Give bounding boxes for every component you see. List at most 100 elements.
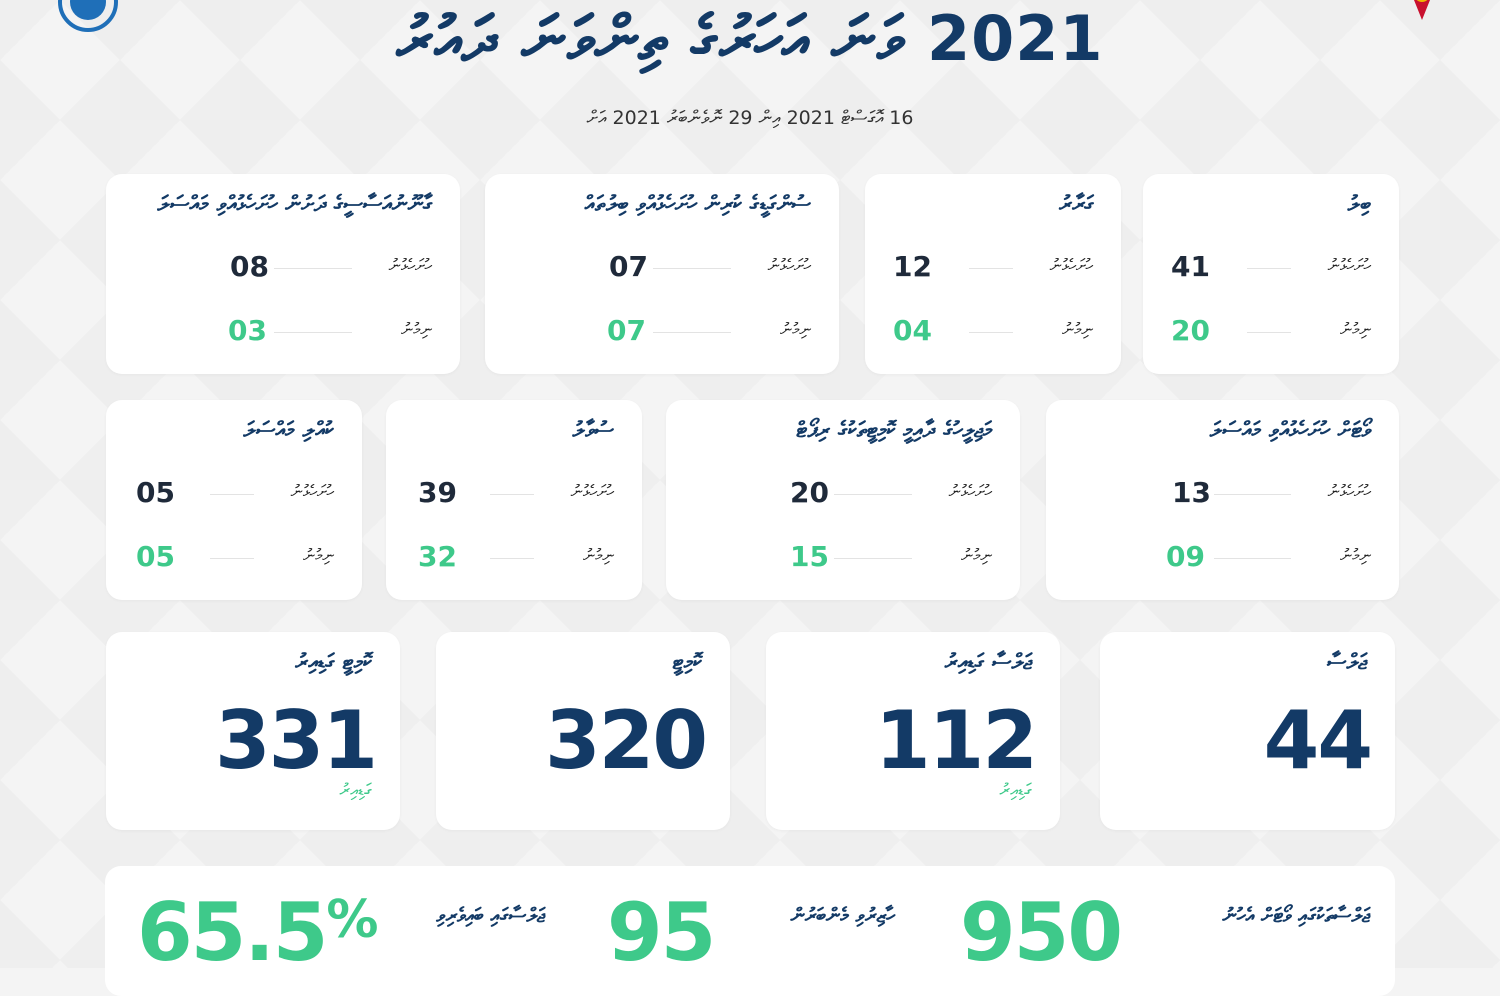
submitted-label: ހުށަހެޅުނު [1327, 256, 1371, 276]
completed-label: ނިމުނު [779, 320, 811, 340]
completed-label: ނިމުނު [302, 546, 334, 566]
row-divider [1214, 494, 1291, 495]
completed-label: ނިމުނު [1061, 320, 1093, 340]
card-title: ކޮމިޓީ ގަޑިއިރު [295, 650, 372, 675]
completed-row: ނިމުނު 07 [513, 314, 811, 350]
completed-label: ނިމުނު [960, 546, 992, 566]
completed-count: 15 [790, 540, 829, 573]
card-title: ކުއްލި މައްސަލަ [243, 418, 334, 443]
submitted-label: ހުށަހެޅުނު [570, 482, 614, 502]
percent-sign: % [326, 890, 378, 950]
card-title: ގާނޫނުއަސާސީގެ ދަށުން ހުށަހެޅުއްވި މައްސ… [157, 192, 432, 217]
urgent-matters-card: ކުއްލި މައްސަލަ ހުށަހެޅުނު 05 ނިމުނު 05 [106, 400, 362, 600]
card-title: ކޮމިޓީ [672, 650, 702, 675]
submitted-count: 08 [230, 250, 269, 283]
completed-row: ނިމުނު 05 [134, 540, 334, 576]
row-divider [834, 494, 912, 495]
completed-count: 20 [1171, 314, 1210, 347]
parliament-emblem-icon [58, 0, 118, 32]
row-divider [969, 268, 1013, 269]
submitted-label: ހުށަހެޅުނު [388, 256, 432, 276]
submitted-count: 05 [136, 476, 175, 509]
submitted-label: ހުށަހެޅުނު [1327, 482, 1371, 502]
resolutions-card: ގަރާރު ހުށަހެޅުނު 12 ނިމުނު 04 [865, 174, 1121, 374]
hours-unit: ގަޑިއިރު [999, 780, 1032, 801]
submitted-count: 20 [790, 476, 829, 509]
sittings-card: ޖަލްސާ 44 [1100, 632, 1395, 830]
submitted-row: ހުށަހެޅުނު 05 [134, 476, 334, 512]
date-range: 16 އޮގަސްޓް 2021 އިން 29 ނޮވެންބަރު 2021… [586, 107, 914, 129]
committee-reports-card: މަޖިލީހުގެ ދާއިމީ ކޮމިޓީތަކުގެ ރިޕޯޓް ހު… [666, 400, 1020, 600]
sitting-hours-card: ޖަލްސާ ގަޑިއިރު 112 ގަޑިއިރު [766, 632, 1060, 830]
submitted-label: ހުށަހެޅުނު [948, 482, 992, 502]
submitted-row: ހުށަހެޅުނު 07 [513, 250, 811, 286]
submitted-count: 12 [893, 250, 932, 283]
card-title: ސުންގަޑީގެ ކުރިން ހުށަހެޅުއްވި ބިލުތައް [584, 192, 811, 217]
pre-session-bills-card: ސުންގަޑީގެ ކުރިން ހުށަހެޅުއްވި ބިލުތައް … [485, 174, 839, 374]
submitted-label: ހުށަހެޅުނު [1049, 256, 1093, 276]
row-divider [1214, 558, 1291, 559]
committee-hours-card: ކޮމިޓީ ގަޑިއިރު 331 ގަޑިއިރު [106, 632, 400, 830]
card-title: ބިލު [1347, 192, 1371, 217]
stat-label: ޖަލްސާގައި ބައިވެރިވި [436, 903, 545, 927]
stat-value: 95 [607, 886, 716, 979]
submitted-count: 41 [1171, 250, 1210, 283]
submitted-row: ހުށަހެޅުނު 39 [414, 476, 614, 512]
submitted-row: ހުށަހެޅުނު 20 [694, 476, 992, 512]
row-divider [274, 268, 352, 269]
row-divider [653, 268, 731, 269]
completed-count: 32 [418, 540, 457, 573]
row-divider [1247, 268, 1291, 269]
committees-count: 320 [545, 694, 708, 787]
completed-count: 05 [136, 540, 175, 573]
submitted-row: ހުށަހެޅުނު 08 [134, 250, 432, 286]
completed-label: ނިމުނު [1339, 546, 1371, 566]
submitted-count: 07 [609, 250, 648, 283]
committees-card: ކޮމިޓީ 320 [436, 632, 730, 830]
stat-value: 65.5 [137, 886, 328, 979]
stat-label: ހާޒިރުވި މެންބަރުން [790, 903, 895, 927]
row-divider [210, 558, 254, 559]
completed-label: ނިމުނު [400, 320, 432, 340]
completed-count: 04 [893, 314, 932, 347]
completed-row: ނިމުނު 04 [893, 314, 1093, 350]
submitted-label: ހުށަހެޅުނު [767, 256, 811, 276]
row-divider [274, 332, 352, 333]
constitutional-matters-card: ގާނޫނުއަސާސީގެ ދަށުން ހުށަހެޅުއްވި މައްސ… [106, 174, 460, 374]
completed-row: ނިމުނު 32 [414, 540, 614, 576]
submitted-row: ހުށަހެޅުނު 13 [1074, 476, 1371, 512]
completed-count: 09 [1166, 540, 1205, 573]
completed-row: ނިމުނު 03 [134, 314, 432, 350]
bills-card: ބިލު ހުށަހެޅުނު 41 ނިމުނު 20 [1143, 174, 1399, 374]
row-divider [210, 494, 254, 495]
completed-count: 07 [607, 314, 646, 347]
members-count: 95 [607, 886, 716, 979]
row-divider [490, 494, 534, 495]
row-divider [653, 332, 731, 333]
hours-unit: ގަޑިއިރު [339, 780, 372, 801]
submitted-count: 13 [1172, 476, 1211, 509]
sitting-hours-count: 112 [875, 694, 1038, 787]
row-divider [834, 558, 912, 559]
questions-card: ސުވާލު ހުށަހެޅުނު 39 ނިމުނު 32 [386, 400, 642, 600]
row-divider [1247, 332, 1291, 333]
card-title: ޖަލްސާ [1327, 650, 1367, 675]
card-title: ވޯޓަށް ހުށަހެޅުއްވި މައްސަލަ [1209, 418, 1371, 443]
card-title: ސުވާލު [572, 418, 615, 443]
completed-label: ނިމުނު [582, 546, 614, 566]
completed-row: ނިމުނު 20 [1171, 314, 1371, 350]
card-title: ޖަލްސާ ގަޑިއިރު [944, 650, 1032, 675]
submitted-row: ހުށަހެޅުނު 12 [893, 250, 1093, 286]
attendance-percent: 65.5% [137, 886, 379, 979]
page-title: 2021 ވަނަ އަހަރުގެ ތިންވަނަ ދައުރު [396, 2, 1104, 75]
sittings-count: 44 [1263, 694, 1373, 787]
submitted-count: 39 [418, 476, 457, 509]
card-title: މަޖިލީހުގެ ދާއިމީ ކޮމިޓީތަކުގެ ރިޕޯޓް [796, 418, 992, 443]
submitted-row: ހުށަހެޅުނު 41 [1171, 250, 1371, 286]
row-divider [969, 332, 1013, 333]
vote-matters-card: ވޯޓަށް ހުށަހެޅުއްވި މައްސަލަ ހުށަހެޅުނު … [1046, 400, 1399, 600]
stat-value: 950 [960, 886, 1123, 979]
stat-label: ޖަލްސާތަކުގައި ވޯޓަށް އެހުނު [1222, 903, 1370, 927]
completed-label: ނިމުނު [1339, 320, 1371, 340]
state-emblem-icon [1414, 0, 1430, 20]
